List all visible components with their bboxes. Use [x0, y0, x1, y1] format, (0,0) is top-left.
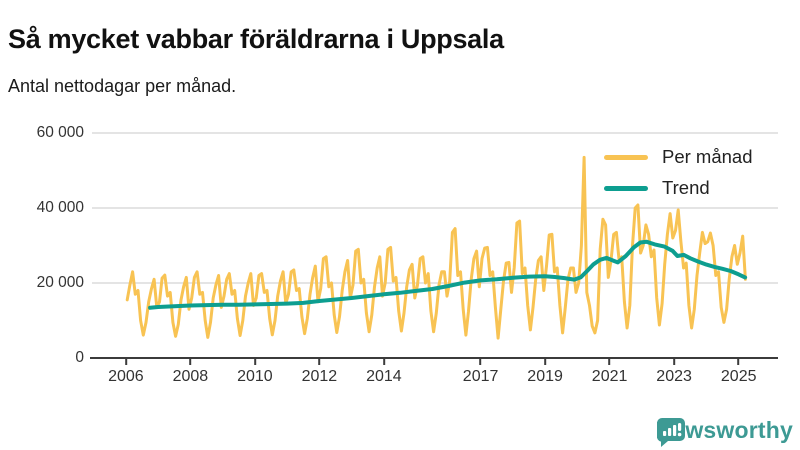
tick-mark [318, 358, 321, 365]
per-month-line [125, 155, 747, 340]
x-tick-label: 2023 [656, 368, 692, 385]
tick-mark [544, 358, 547, 365]
trend-line [148, 239, 748, 310]
x-tick-label: 2021 [591, 368, 628, 385]
tick-mark [253, 358, 256, 365]
x-tick: 2008 [172, 358, 209, 386]
legend-label: Per månad [662, 146, 753, 167]
page-title: Så mycket vabbar föräldrarna i Uppsala [8, 24, 504, 55]
x-tick: 2025 [720, 358, 757, 386]
x-tick: 2019 [527, 358, 563, 386]
newsworthy-badge-icon [656, 418, 685, 447]
x-tick-label: 2017 [462, 368, 499, 385]
legend-label: Trend [662, 177, 710, 198]
x-tick-label: 2012 [301, 368, 338, 385]
x-tick: 2023 [656, 358, 692, 386]
newsworthy-logo[interactable]: Newsworthy [656, 417, 793, 447]
x-tick-label: 2025 [720, 368, 757, 385]
x-tick-label: 2010 [237, 368, 273, 385]
x-tick-label: 2006 [108, 368, 144, 385]
x-tick: 2012 [301, 358, 338, 386]
x-tick: 2006 [108, 358, 144, 386]
x-tick-label: 2019 [527, 368, 563, 385]
chart-legend: Per månad Trend [604, 146, 753, 199]
tick-mark [479, 358, 482, 365]
y-tick-label: 0 [75, 349, 84, 366]
tick-mark [124, 358, 127, 365]
x-tick: 2014 [366, 358, 402, 386]
x-tick: 2017 [462, 358, 499, 386]
tick-mark [673, 358, 676, 365]
legend-swatch [604, 185, 648, 191]
x-tick-label: 2014 [366, 368, 402, 385]
x-tick: 2021 [591, 358, 628, 386]
y-tick-label: 20 000 [36, 274, 84, 291]
y-tick-label: 40 000 [36, 199, 84, 216]
x-tick-label: 2008 [172, 368, 209, 385]
legend-swatch [604, 154, 648, 160]
x-tick: 2010 [237, 358, 273, 386]
y-tick-label: 60 000 [36, 124, 84, 141]
tick-mark [382, 358, 385, 365]
page-subtitle: Antal nettodagar per månad. [8, 76, 237, 96]
tick-mark [608, 358, 611, 365]
legend-item: Trend [604, 177, 753, 199]
tick-mark [737, 358, 740, 365]
legend-item: Per månad [604, 146, 753, 168]
tick-mark [189, 358, 192, 365]
